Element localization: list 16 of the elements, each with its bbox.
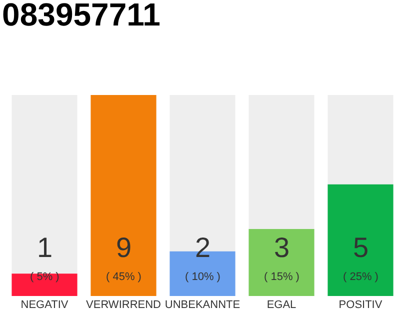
x-tick-label: UNBEKANNTE (164, 299, 240, 311)
annotation: ( 15% ) (264, 271, 300, 283)
bar (12, 274, 78, 296)
x-tick-label: NEGATIV (20, 299, 69, 311)
data-label: 9 (116, 232, 132, 263)
annotation: ( 45% ) (106, 271, 142, 283)
x-tick-label: EGAL (266, 299, 296, 311)
annotation: ( 25% ) (343, 271, 378, 283)
data-label: 1 (37, 232, 53, 263)
data-label: 3 (274, 232, 290, 263)
chart-title: 083957711 (2, 0, 160, 33)
annotation: ( 5% ) (30, 271, 60, 283)
annotation: ( 10% ) (185, 271, 220, 283)
x-tick-label: VERWIRREND (86, 299, 162, 311)
data-label: 5 (353, 232, 369, 263)
x-tick-label: POSITIV (338, 299, 383, 311)
